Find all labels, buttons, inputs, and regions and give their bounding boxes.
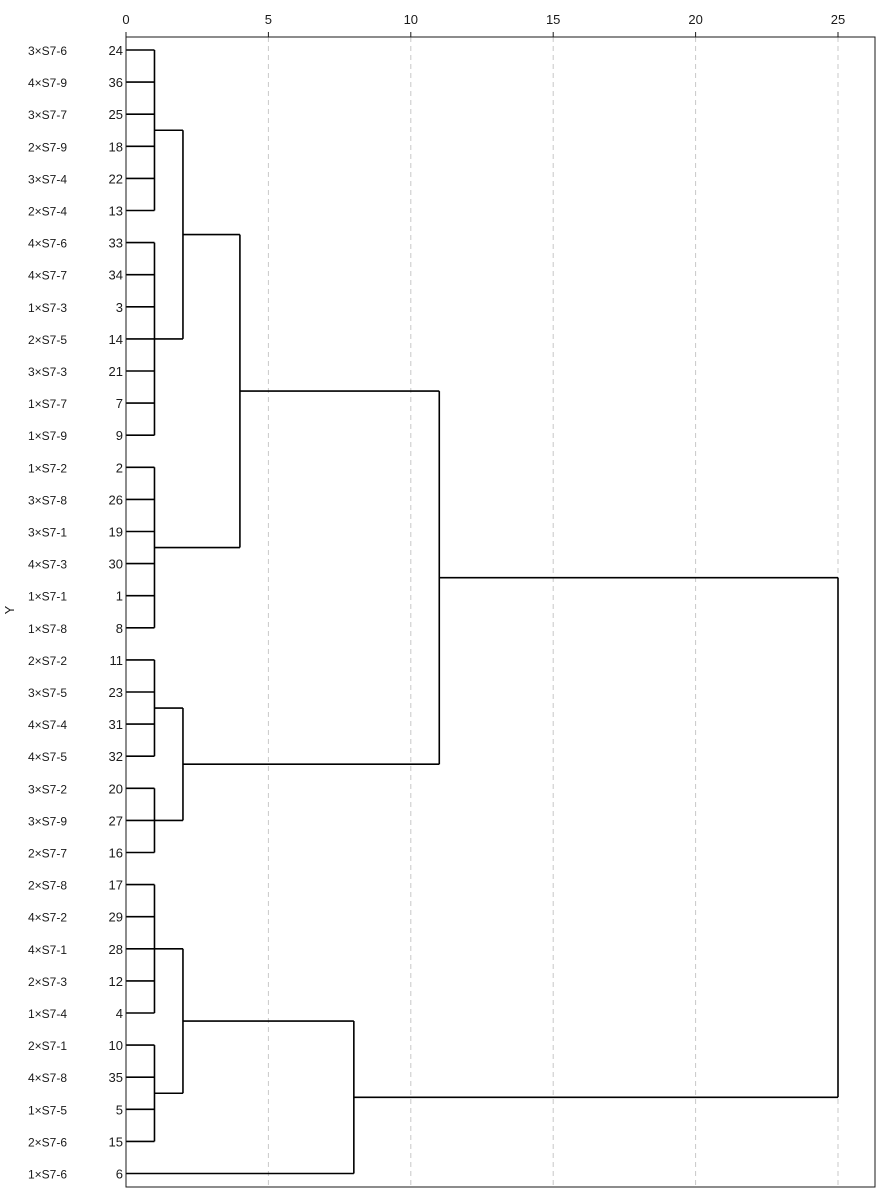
leaf-case-number: 20 bbox=[109, 781, 123, 796]
leaf-label: 2×S7-1 bbox=[28, 1039, 67, 1053]
leaf-label: 3×S7-1 bbox=[28, 526, 67, 540]
leaf-label: 4×S7-3 bbox=[28, 558, 67, 572]
leaf-label: 3×S7-9 bbox=[28, 814, 67, 828]
leaf-case-number: 32 bbox=[109, 749, 123, 764]
dendrogram-links bbox=[126, 49, 839, 1175]
leaf-case-number: 24 bbox=[109, 43, 123, 58]
x-tick-label: 5 bbox=[265, 12, 272, 27]
leaf-label: 1×S7-1 bbox=[28, 590, 67, 604]
leaf-case-number: 22 bbox=[109, 171, 123, 186]
leaf-case-number: 25 bbox=[109, 107, 123, 122]
leaf-case-number: 35 bbox=[109, 1070, 123, 1085]
leaf-case-number: 6 bbox=[116, 1167, 123, 1182]
leaf-case-number: 14 bbox=[109, 332, 123, 347]
leaf-case-number: 29 bbox=[109, 910, 123, 925]
leaf-case-number: 1 bbox=[116, 589, 123, 604]
leaf-label: 3×S7-3 bbox=[28, 365, 67, 379]
leaf-case-number: 17 bbox=[109, 878, 123, 893]
leaf-case-number: 7 bbox=[116, 396, 123, 411]
x-tick-label: 10 bbox=[404, 12, 418, 27]
leaf-case-number: 34 bbox=[109, 268, 123, 283]
leaf-label: 2×S7-3 bbox=[28, 975, 67, 989]
leaf-case-number: 16 bbox=[109, 846, 123, 861]
leaf-label: 2×S7-9 bbox=[28, 140, 67, 154]
leaf-case-number: 33 bbox=[109, 236, 123, 251]
leaf-case-number: 15 bbox=[109, 1134, 123, 1149]
leaf-case-number: 18 bbox=[109, 139, 123, 154]
leaf-label: 2×S7-2 bbox=[28, 654, 67, 668]
leaf-label: 1×S7-5 bbox=[28, 1103, 67, 1117]
x-axis: 0 5 10 15 20 25 bbox=[122, 12, 845, 37]
leaf-case-number: 27 bbox=[109, 813, 123, 828]
leaf-case-number: 2 bbox=[116, 460, 123, 475]
leaf-label: 4×S7-6 bbox=[28, 237, 67, 251]
leaf-label: 3×S7-7 bbox=[28, 108, 67, 122]
leaf-label: 1×S7-7 bbox=[28, 397, 67, 411]
leaf-label: 4×S7-5 bbox=[28, 750, 67, 764]
leaf-case-number: 3 bbox=[116, 300, 123, 315]
leaf-label: 3×S7-8 bbox=[28, 493, 67, 507]
grid-lines bbox=[267, 37, 839, 1187]
leaf-case-number: 9 bbox=[116, 428, 123, 443]
x-tick-label: 25 bbox=[831, 12, 845, 27]
leaf-case-number: 30 bbox=[109, 557, 123, 572]
y-axis-label: Y bbox=[2, 605, 17, 614]
leaf-label: 2×S7-6 bbox=[28, 1135, 67, 1149]
leaf-case-number: 13 bbox=[109, 204, 123, 219]
leaf-label: 2×S7-8 bbox=[28, 879, 67, 893]
leaf-case-number: 8 bbox=[116, 621, 123, 636]
leaf-label: 3×S7-5 bbox=[28, 686, 67, 700]
leaf-label: 2×S7-7 bbox=[28, 847, 67, 861]
leaf-label: 4×S7-4 bbox=[28, 718, 67, 732]
leaf-label: 2×S7-4 bbox=[28, 205, 67, 219]
x-tick-label: 15 bbox=[546, 12, 560, 27]
leaf-label: 4×S7-7 bbox=[28, 269, 67, 283]
leaf-case-number: 26 bbox=[109, 492, 123, 507]
leaf-label: 3×S7-6 bbox=[28, 44, 67, 58]
leaf-case-number: 11 bbox=[110, 653, 124, 668]
leaf-label: 1×S7-6 bbox=[28, 1168, 67, 1182]
leaf-case-number: 28 bbox=[109, 942, 123, 957]
leaf-case-number: 4 bbox=[116, 1006, 123, 1021]
leaf-label: 1×S7-2 bbox=[28, 461, 67, 475]
leaf-label: 4×S7-8 bbox=[28, 1071, 67, 1085]
leaf-label: 4×S7-1 bbox=[28, 943, 67, 957]
leaf-label: 1×S7-9 bbox=[28, 429, 67, 443]
leaf-label: 4×S7-9 bbox=[28, 76, 67, 90]
leaf-labels: 3×S7-6 244×S7-9 363×S7-7 252×S7-9 183×S7-4 22… bbox=[28, 43, 123, 1182]
leaf-case-number: 36 bbox=[109, 75, 123, 90]
leaf-case-number: 19 bbox=[109, 525, 123, 540]
leaf-label: 2×S7-5 bbox=[28, 333, 67, 347]
x-tick-label: 20 bbox=[688, 12, 702, 27]
leaf-label: 3×S7-4 bbox=[28, 172, 67, 186]
leaf-label: 4×S7-2 bbox=[28, 911, 67, 925]
plot-frame bbox=[125, 36, 876, 1188]
leaf-case-number: 5 bbox=[116, 1102, 123, 1117]
leaf-label: 3×S7-2 bbox=[28, 782, 67, 796]
leaf-case-number: 10 bbox=[109, 1038, 123, 1053]
leaf-label: 1×S7-4 bbox=[28, 1007, 67, 1021]
leaf-case-number: 23 bbox=[109, 685, 123, 700]
leaf-case-number: 31 bbox=[109, 717, 123, 732]
leaf-label: 1×S7-3 bbox=[28, 301, 67, 315]
x-tick-label: 0 bbox=[122, 12, 129, 27]
leaf-case-number: 12 bbox=[109, 974, 123, 989]
leaf-case-number: 21 bbox=[109, 364, 123, 379]
leaf-label: 1×S7-8 bbox=[28, 622, 67, 636]
